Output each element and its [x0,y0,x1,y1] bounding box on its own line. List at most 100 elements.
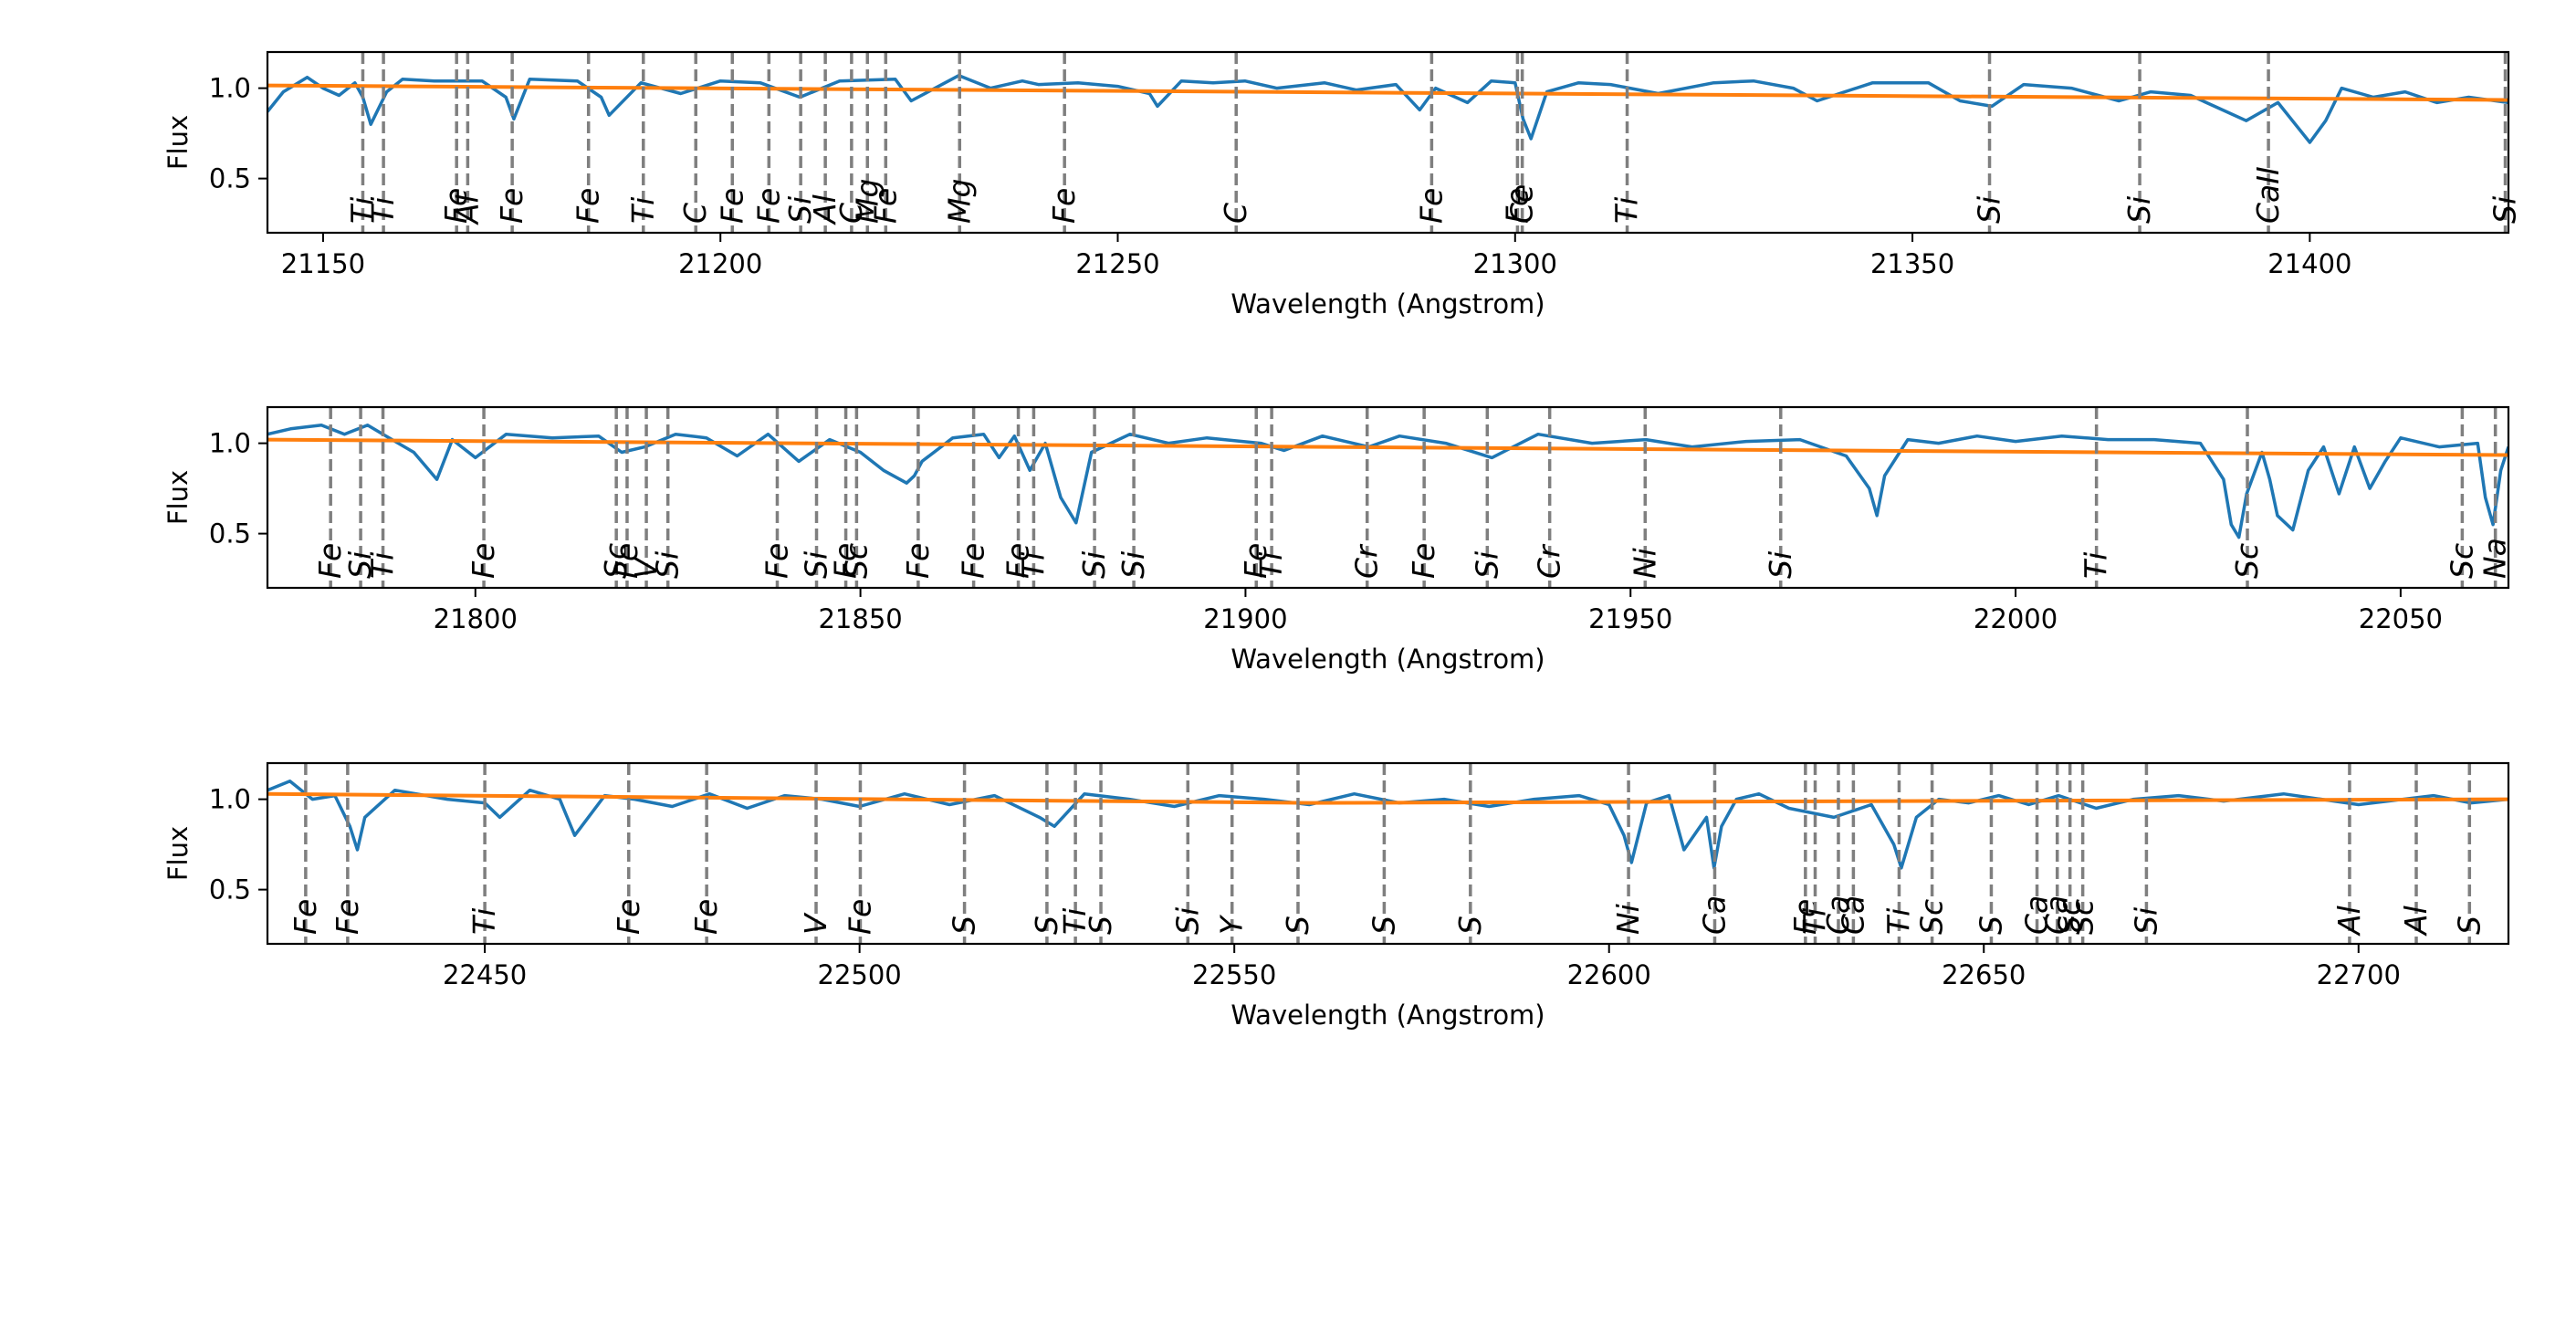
line-marker-label: S [947,916,982,935]
line-marker-label: Si [2128,907,2163,935]
line-marker-label: Y [1214,914,1250,935]
line-marker-label: Si [342,551,378,579]
x-tick-label: 21250 [1075,248,1159,279]
line-marker-label: Ti [1015,552,1051,579]
line-marker-label: Al [807,194,843,225]
line-marker-label: Fe [867,188,903,224]
line-marker-label: Ti [344,197,380,224]
line-marker-label: Sc [2229,543,2265,579]
y-tick-label: 0.5 [209,518,251,550]
line-marker-label: Fe [759,543,794,579]
line-marker-label: V [628,556,664,579]
line-marker-label: Fe [312,543,348,579]
line-marker-label: Cr [1349,543,1385,579]
line-marker-label: Fe [494,188,529,224]
line-marker-label: S [2451,916,2487,935]
line-marker-label: Fe [1406,543,1441,579]
line-marker-label: Fe [1046,188,1082,224]
line-marker-label: Fe [466,543,501,579]
x-axis-title: Wavelength (Angstrom) [1230,1000,1545,1031]
line-marker-label: Si [799,551,834,579]
x-tick-label: 22650 [1942,959,2026,990]
y-tick-label: 1.0 [209,784,251,815]
x-tick-label: 21200 [678,248,762,279]
continuum-line [267,437,2508,457]
line-marker-label: Si [782,196,818,224]
line-marker-label: Ti [1880,908,1916,935]
line-marker-label: Ni [1627,548,1662,579]
line-marker-label: Al [2331,906,2367,937]
x-tick-label: 21950 [1588,603,1672,634]
line-marker-label: Fe [750,188,786,224]
line-marker-label: Fe [609,543,644,579]
line-marker-label: Ca [1820,895,1856,935]
line-marker-label: S [1029,916,1064,935]
line-marker-label: Fe [611,899,646,935]
line-marker-label: Fe [1000,543,1036,579]
y-tick-label: 0.5 [209,163,251,194]
line-marker-label: C [833,203,869,224]
x-tick-label: 21300 [1473,248,1557,279]
line-marker-label: Ca [2019,895,2055,935]
spectrum-line [267,73,2508,144]
line-marker-label: Fe [330,899,365,935]
line-marker-label: Si [2487,196,2523,224]
line-marker-label: Si [1169,907,1205,935]
line-marker-label: Mg [849,179,885,224]
line-marker-label: Sc [838,543,874,579]
line-marker-label: Fe [571,188,606,224]
x-tick-label: 21150 [281,248,365,279]
line-marker-label: Fe [1238,543,1273,579]
y-tick-label: 1.0 [209,73,251,104]
axes-frame [266,405,2510,590]
x-tick-label: 21850 [818,603,902,634]
line-marker-label: Si [1763,551,1798,579]
y-tick-label: 0.5 [209,874,251,906]
x-tick-label: 21350 [1870,248,1954,279]
line-marker-label: Fe [956,543,991,579]
line-marker-label: Na [2477,538,2513,579]
line-marker-label: Al [449,194,485,225]
line-marker-label: Fe [1499,188,1534,224]
line-marker-label: Ti [625,197,661,224]
line-marker-label: Sc [2065,899,2100,935]
line-marker-label: Ce [1504,184,1540,224]
line-marker-label: Ni [1610,904,1646,935]
line-marker-label: C [1218,203,1253,224]
x-tick-label: 22000 [1974,603,2058,634]
line-marker-label: Ti [1253,552,1289,579]
continuum-line [267,83,2508,102]
line-marker-label: V [798,912,833,935]
line-marker-label: Si [2121,196,2157,224]
y-axis-title: Flux [162,470,194,525]
line-marker-label: Ca [1835,895,1870,935]
y-axis-title: Flux [162,826,194,881]
line-marker-label: Fe [688,899,724,935]
x-tick-label: 22050 [2359,603,2443,634]
x-tick-label: 22500 [818,959,902,990]
line-marker-label: Al [2398,906,2434,937]
x-tick-label: 21900 [1203,603,1287,634]
line-marker-label: C [677,203,713,224]
axes-frame [266,761,2510,946]
line-marker-label: Ti [1057,908,1093,935]
line-marker-label: Ca [1696,895,1732,935]
spectrum-line [267,780,2508,870]
line-marker-label: S [1452,916,1488,935]
line-marker-label: Si [650,551,686,579]
line-marker-label: Ti [365,197,401,224]
line-marker-label: S [1280,916,1315,935]
x-axis-title: Wavelength (Angstrom) [1230,288,1545,319]
line-marker-label: Ti [466,908,502,935]
x-tick-label: 22550 [1192,959,1276,990]
line-marker-label: Ti [365,552,401,579]
line-marker-label: Sc [1914,899,1950,935]
continuum-line [267,791,2508,805]
line-marker-label: CaII [2250,166,2286,224]
line-marker-label: S [1083,916,1118,935]
line-marker-label: Fe [1787,899,1823,935]
line-marker-label: Si [1469,551,1504,579]
